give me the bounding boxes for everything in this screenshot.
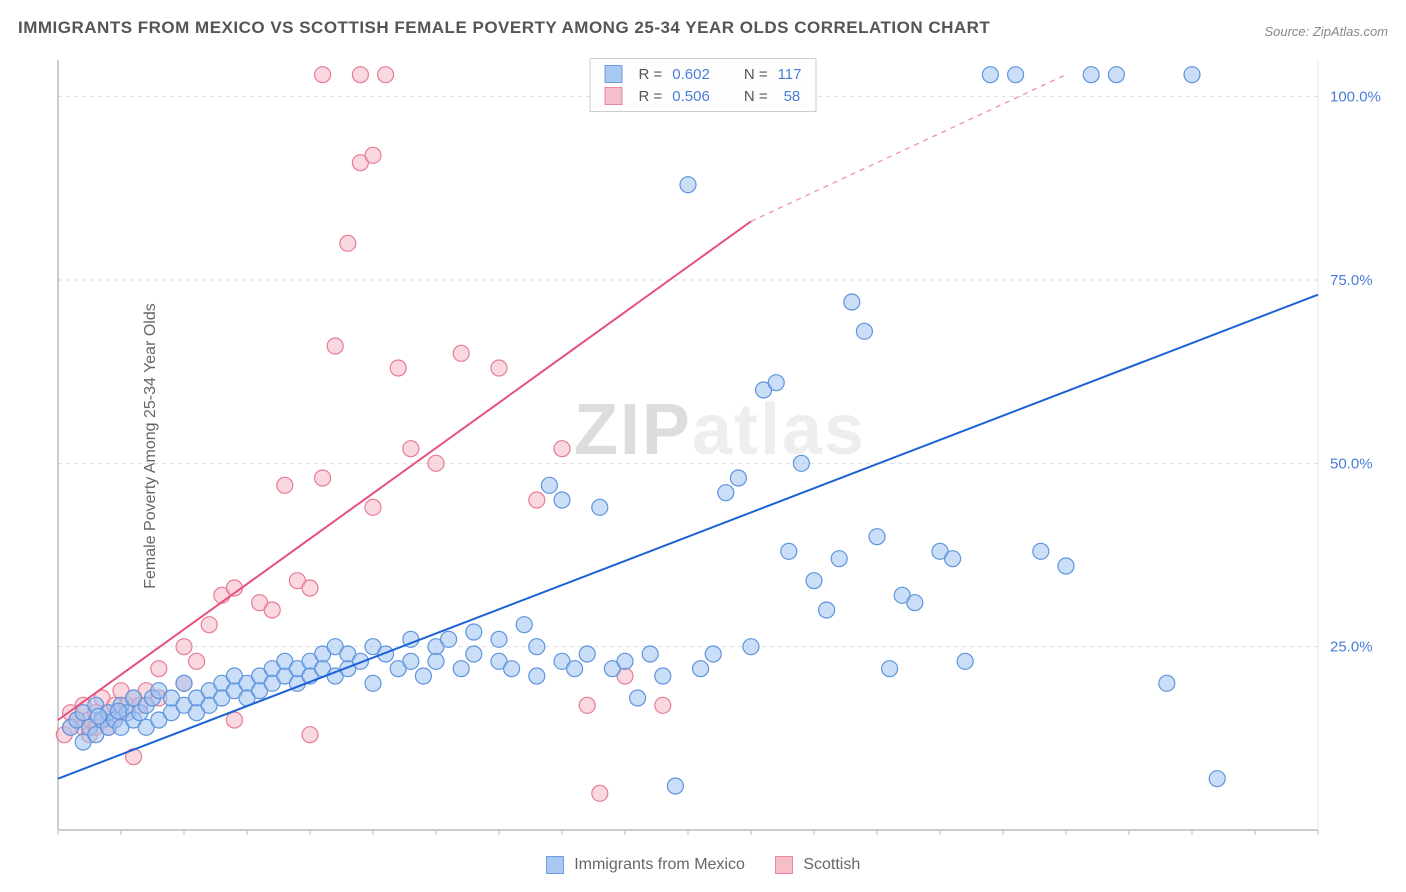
n-value-scottish: 58 bbox=[778, 88, 801, 105]
svg-text:50.0%: 50.0% bbox=[1330, 455, 1373, 472]
chart-title: IMMIGRANTS FROM MEXICO VS SCOTTISH FEMAL… bbox=[18, 18, 990, 38]
source-label: Source: ZipAtlas.com bbox=[1264, 24, 1388, 39]
swatch-mexico bbox=[605, 65, 623, 83]
legend-label-mexico: Immigrants from Mexico bbox=[574, 856, 745, 873]
x-axis-legend: Immigrants from Mexico Scottish bbox=[0, 856, 1406, 874]
legend-item-scottish: Scottish bbox=[775, 856, 860, 874]
legend-item-mexico: Immigrants from Mexico bbox=[546, 856, 745, 874]
correlation-legend: R = 0.602 N = 117 R = 0.506 N = 58 bbox=[590, 58, 817, 112]
r-value-scottish: 0.506 bbox=[672, 88, 710, 105]
svg-text:75.0%: 75.0% bbox=[1330, 272, 1373, 289]
correlation-row-mexico: R = 0.602 N = 117 bbox=[605, 63, 802, 85]
svg-text:100.0%: 100.0% bbox=[1330, 89, 1381, 106]
r-value-mexico: 0.602 bbox=[672, 66, 710, 83]
correlation-row-scottish: R = 0.506 N = 58 bbox=[605, 85, 802, 107]
chart-area: 25.0%50.0%75.0%100.0%0.0%100.0% ZIPatlas bbox=[50, 54, 1390, 838]
swatch-scottish bbox=[605, 87, 623, 105]
r-label: R = bbox=[639, 66, 663, 83]
swatch-mexico-icon bbox=[546, 856, 564, 874]
n-label: N = bbox=[744, 88, 768, 105]
n-value-mexico: 117 bbox=[778, 66, 802, 83]
n-label: N = bbox=[744, 66, 768, 83]
r-label: R = bbox=[639, 88, 663, 105]
swatch-scottish-icon bbox=[775, 856, 793, 874]
svg-text:25.0%: 25.0% bbox=[1330, 639, 1373, 656]
legend-label-scottish: Scottish bbox=[803, 856, 860, 873]
scatter-plot: 25.0%50.0%75.0%100.0%0.0%100.0% bbox=[50, 54, 1390, 838]
